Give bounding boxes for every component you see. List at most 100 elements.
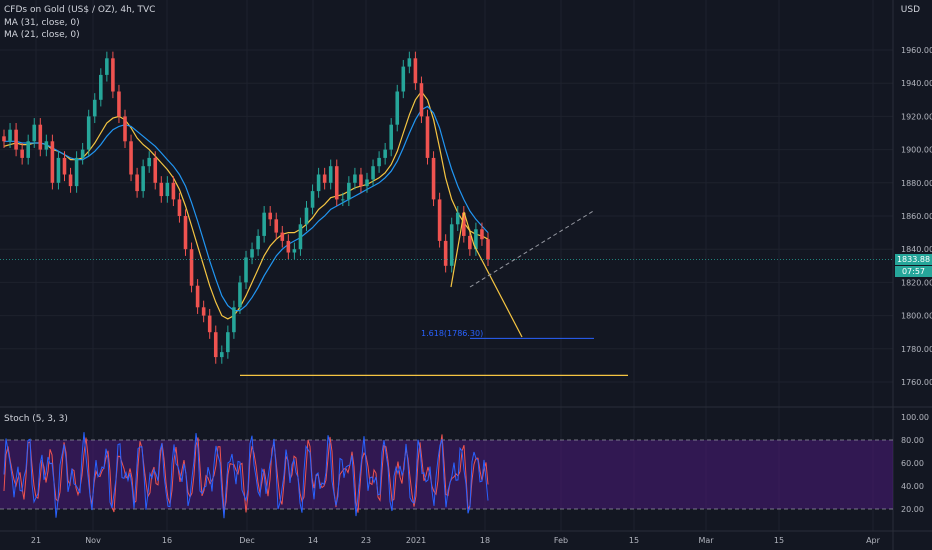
candle-body xyxy=(371,166,375,180)
stoch-tick-label: 100.00 xyxy=(901,413,929,422)
x-tick-label: Feb xyxy=(554,536,568,545)
ma31-legend[interactable]: MA (31, close, 0) xyxy=(4,18,80,28)
y-tick-label: 1880.00 xyxy=(901,179,932,188)
candle-body xyxy=(365,179,369,187)
candle-body xyxy=(141,166,145,192)
drawings[interactable] xyxy=(0,209,893,376)
candle-body xyxy=(189,249,194,286)
countdown-tag: 07:57 xyxy=(895,266,932,277)
y-tick-label: 1800.00 xyxy=(901,312,932,321)
candle-body xyxy=(383,149,387,158)
candle-body xyxy=(322,174,327,183)
candle-body xyxy=(407,58,412,67)
candle-body xyxy=(292,249,297,253)
candle-body xyxy=(437,199,442,241)
y-tick-label: 1760.00 xyxy=(901,378,932,387)
candle-body xyxy=(286,240,291,253)
y-tick-label: 1840.00 xyxy=(901,245,932,254)
currency-label[interactable]: USD xyxy=(900,5,920,15)
candle-body xyxy=(62,157,67,175)
symbol-title[interactable]: CFDs on Gold (US$ / OZ), 4h, TVC xyxy=(4,5,156,15)
candle-body xyxy=(38,124,43,150)
candle-body xyxy=(486,239,490,260)
ma21-line xyxy=(3,90,489,320)
x-tick-label: 15 xyxy=(774,536,784,545)
moving-averages xyxy=(3,90,489,320)
candle-body xyxy=(304,207,309,225)
candle-body xyxy=(177,199,182,216)
candle-body xyxy=(195,285,200,308)
candle-body xyxy=(56,157,61,183)
candle-body xyxy=(50,141,55,183)
candle-body xyxy=(105,58,109,75)
candle-body xyxy=(232,307,236,333)
stoch-pane xyxy=(0,432,893,519)
candle-body xyxy=(389,124,393,150)
candle-body xyxy=(201,307,206,316)
stoch-tick-label: 60.00 xyxy=(901,459,924,468)
candle-body xyxy=(468,235,472,250)
candle-body xyxy=(280,232,285,241)
abcd-pattern xyxy=(450,211,523,338)
candle-body xyxy=(298,224,303,250)
candle-body xyxy=(171,182,176,200)
candle-body xyxy=(413,58,418,84)
candle-body xyxy=(20,149,24,158)
candle-body xyxy=(68,174,73,187)
candle-body xyxy=(244,257,248,283)
candle-body xyxy=(80,149,85,158)
candle-body xyxy=(474,229,478,250)
candle-body xyxy=(341,199,345,201)
candle-body xyxy=(226,332,230,353)
candle-body xyxy=(99,74,103,100)
ma21-legend[interactable]: MA (21, close, 0) xyxy=(4,30,80,40)
time-axis-labels: 21 Nov 16 Dec 14 23 2021 18 Feb 15 Mar 15 Apr xyxy=(31,536,881,545)
y-tick-label: 1860.00 xyxy=(901,212,932,221)
candle-body xyxy=(395,91,400,125)
y-tick-label: 1920.00 xyxy=(901,112,932,121)
candle-body xyxy=(135,174,139,192)
stoch-legend[interactable]: Stoch (5, 3, 3) xyxy=(4,414,68,424)
stoch-band xyxy=(0,440,893,509)
stoch-tick-label: 20.00 xyxy=(901,505,924,514)
y-tick-label: 1940.00 xyxy=(901,79,932,88)
candle-body xyxy=(316,174,321,192)
candle-body xyxy=(129,141,133,175)
candle-body xyxy=(26,141,30,158)
x-tick-label: 18 xyxy=(480,536,490,545)
x-tick-label: Mar xyxy=(698,536,714,545)
candle-body xyxy=(2,136,6,142)
candle-body xyxy=(310,191,315,208)
y-tick-label: 1780.00 xyxy=(901,345,932,354)
candle-body xyxy=(480,229,484,240)
x-tick-label: 2021 xyxy=(406,536,426,545)
y-tick-label: 1960.00 xyxy=(901,46,932,55)
candle-body xyxy=(117,91,121,117)
candle-body xyxy=(213,332,218,358)
candle-body xyxy=(262,212,266,236)
x-tick-label: Nov xyxy=(85,536,101,545)
x-tick-label: Apr xyxy=(866,536,881,545)
candle-body xyxy=(274,219,279,233)
candle-body xyxy=(431,157,436,200)
candle-body xyxy=(268,212,272,220)
ma31-line xyxy=(4,105,489,312)
candle-body xyxy=(123,116,127,142)
candle-body xyxy=(238,282,242,308)
candle-body xyxy=(92,99,97,117)
candle-body xyxy=(425,116,430,158)
price-axis-labels: 1760.00 1780.00 1800.00 1820.00 1840.00 1860.… xyxy=(901,46,932,514)
fib-extension-label: 1.618(1786.30) xyxy=(421,329,484,338)
candle-body xyxy=(153,157,158,183)
x-tick-label: 23 xyxy=(361,536,371,545)
stoch-tick-label: 40.00 xyxy=(901,482,924,491)
y-tick-label: 1820.00 xyxy=(901,278,932,287)
dashed-trendline xyxy=(469,209,596,288)
x-tick-label: 15 xyxy=(629,536,639,545)
candle-body xyxy=(183,216,188,250)
x-tick-label: Dec xyxy=(239,536,254,545)
candle-body xyxy=(353,174,357,183)
candle-body xyxy=(455,212,460,225)
candle-body xyxy=(462,212,466,236)
